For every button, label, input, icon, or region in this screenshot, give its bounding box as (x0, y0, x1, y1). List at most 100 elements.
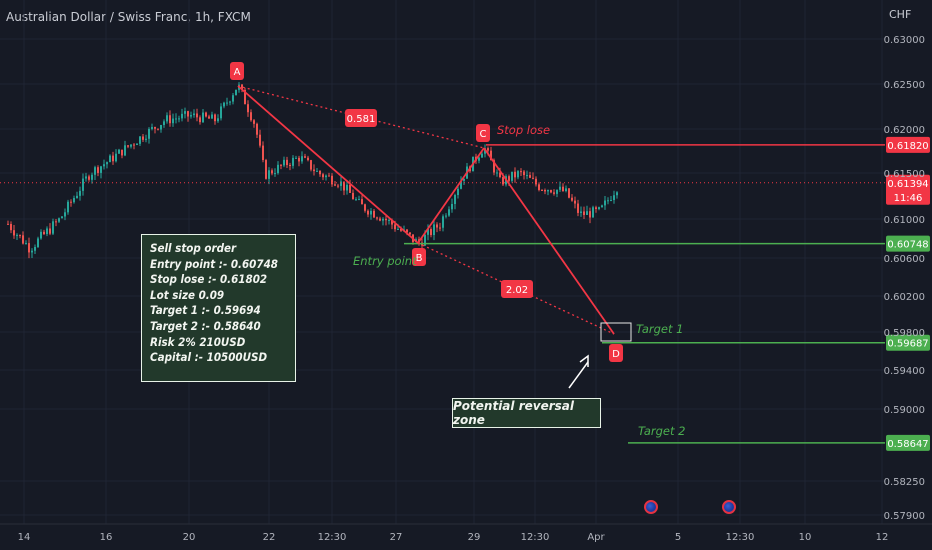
time-tick-label: 5 (675, 532, 681, 543)
candle-body (304, 156, 306, 158)
candle-body (184, 111, 186, 114)
price-tick-label: 0.61500 (884, 169, 925, 180)
time-tick-label: Apr (587, 532, 605, 543)
candle-body (175, 118, 177, 120)
candle-body (451, 203, 453, 210)
candle-body (616, 192, 618, 196)
point-label-text: C (480, 129, 487, 140)
candle-body (7, 223, 9, 225)
candle-body (463, 178, 465, 181)
candle-body (109, 155, 111, 163)
candle-body (610, 200, 612, 202)
candle-body (259, 134, 261, 146)
candle-body (76, 195, 78, 199)
candle-body (172, 118, 174, 124)
candle-body (145, 138, 147, 140)
leg-bc (417, 147, 485, 244)
candle-body (28, 243, 30, 253)
candle-body (43, 231, 45, 235)
candle-body (511, 171, 513, 181)
candle-body (439, 227, 441, 229)
time-tick-label: 10 (799, 532, 812, 543)
candle-body (226, 102, 228, 104)
candle-body (190, 115, 192, 117)
candle-body (178, 118, 180, 120)
info-line: Risk 2% 210USD (150, 334, 246, 349)
candle-body (553, 192, 555, 194)
candle-body (502, 177, 504, 185)
price-tick-label: 0.59000 (884, 405, 925, 416)
candle-body (499, 172, 501, 178)
candle-body (301, 156, 303, 162)
candle-body (157, 128, 159, 130)
candle-body (487, 148, 489, 151)
candle-body (613, 195, 615, 201)
candle-body (163, 121, 165, 125)
currency-label: CHF (889, 8, 912, 21)
candle-body (52, 221, 54, 234)
candle-body (601, 205, 603, 208)
candle-body (313, 169, 315, 172)
candle-body (490, 150, 492, 161)
candle-body (253, 120, 255, 124)
point-label-text: A (234, 67, 241, 78)
candle-body (136, 143, 138, 146)
candle-body (277, 164, 279, 174)
candle-body (61, 216, 63, 219)
leg-ab (237, 85, 419, 244)
candle-body (325, 175, 327, 178)
arrow-shaft (568, 361, 589, 389)
candle-body (364, 204, 366, 211)
candle-body (376, 217, 378, 219)
candle-body (262, 145, 264, 161)
candle-body (31, 250, 33, 253)
candle-body (250, 112, 252, 121)
ratio-label (345, 109, 377, 127)
candle-body (598, 207, 600, 210)
target-2-annotation: Target 2 (638, 424, 685, 438)
point-label-text: B (416, 253, 423, 264)
point-label-d (609, 344, 623, 362)
candle-body (310, 160, 312, 170)
candle-body (241, 84, 243, 90)
candle-body (457, 188, 459, 196)
candle-body (142, 136, 144, 140)
candle-body (367, 210, 369, 215)
candle-body (268, 170, 270, 179)
candle-body (532, 177, 534, 179)
candle-body (493, 160, 495, 173)
candle-body (256, 123, 258, 135)
chart-title: Australian Dollar / Swiss Franc, 1h, FXC… (6, 10, 251, 24)
price-tick-label: 0.58250 (884, 477, 925, 488)
candle-body (607, 200, 609, 202)
candle-body (520, 171, 522, 173)
candle-body (193, 113, 195, 116)
price-level-tag-text: 0.59687 (887, 339, 928, 350)
candle-body (445, 215, 447, 217)
candle-body (589, 211, 591, 218)
candle-body (214, 114, 216, 122)
candle-body (340, 181, 342, 186)
candle-body (508, 176, 510, 181)
candle-body (130, 144, 132, 147)
candle-body (208, 116, 210, 119)
price-levels: 0.61820 0.60748 0.59687 0.58647 0.61394 11:46 (0, 136, 930, 451)
candle-body (151, 127, 153, 129)
australia-flag-icon[interactable] (722, 500, 736, 514)
candle-body (523, 171, 525, 176)
candle-body (13, 230, 15, 236)
candle-body (232, 95, 234, 102)
entry-point-annotation: Entry point (353, 254, 417, 268)
australia-flag-icon[interactable] (644, 500, 658, 514)
candle-body (541, 189, 543, 191)
price-level-tag (886, 235, 930, 252)
ratio-label (501, 280, 533, 298)
price-axis: 0.63000 0.62500 0.62000 0.61500 0.61000 0.606… (884, 35, 925, 522)
candle-body (430, 229, 432, 236)
time-tick-label: 29 (468, 532, 481, 543)
candle-body (124, 145, 126, 156)
candle-body (514, 171, 516, 178)
candle-body (19, 234, 21, 236)
candle-body (22, 235, 24, 244)
